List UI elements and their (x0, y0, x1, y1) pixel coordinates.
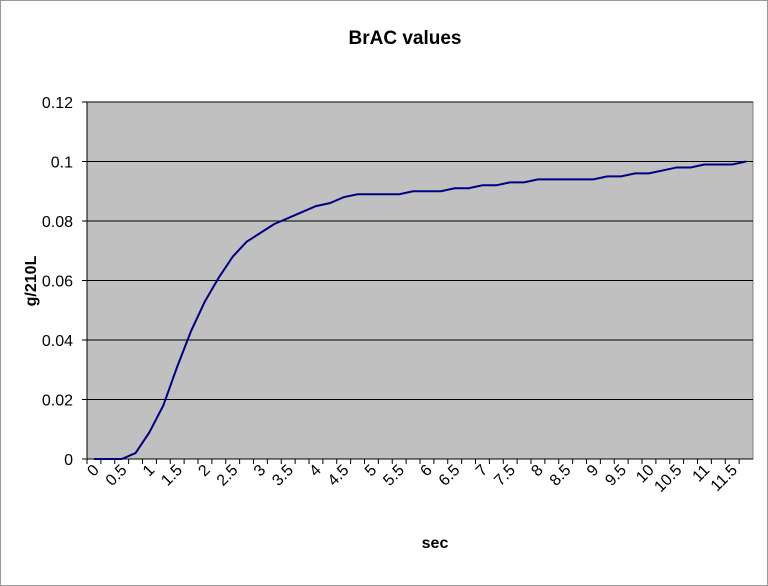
chart-title: BrAC values (349, 28, 462, 49)
y-tick-label: 0.12 (42, 95, 73, 112)
y-tick-label: 0.08 (42, 214, 73, 231)
data-line (93, 160, 747, 460)
y-tick-label: 0.04 (42, 333, 73, 350)
y-tick-label: 0 (64, 452, 73, 469)
y-tick-label: 0.1 (51, 155, 73, 172)
y-axis-label: g/210L (23, 255, 40, 306)
y-tick-label: 0.06 (42, 274, 73, 291)
y-tick-label: 0.02 (42, 393, 73, 410)
x-axis-label: sec (422, 535, 449, 552)
